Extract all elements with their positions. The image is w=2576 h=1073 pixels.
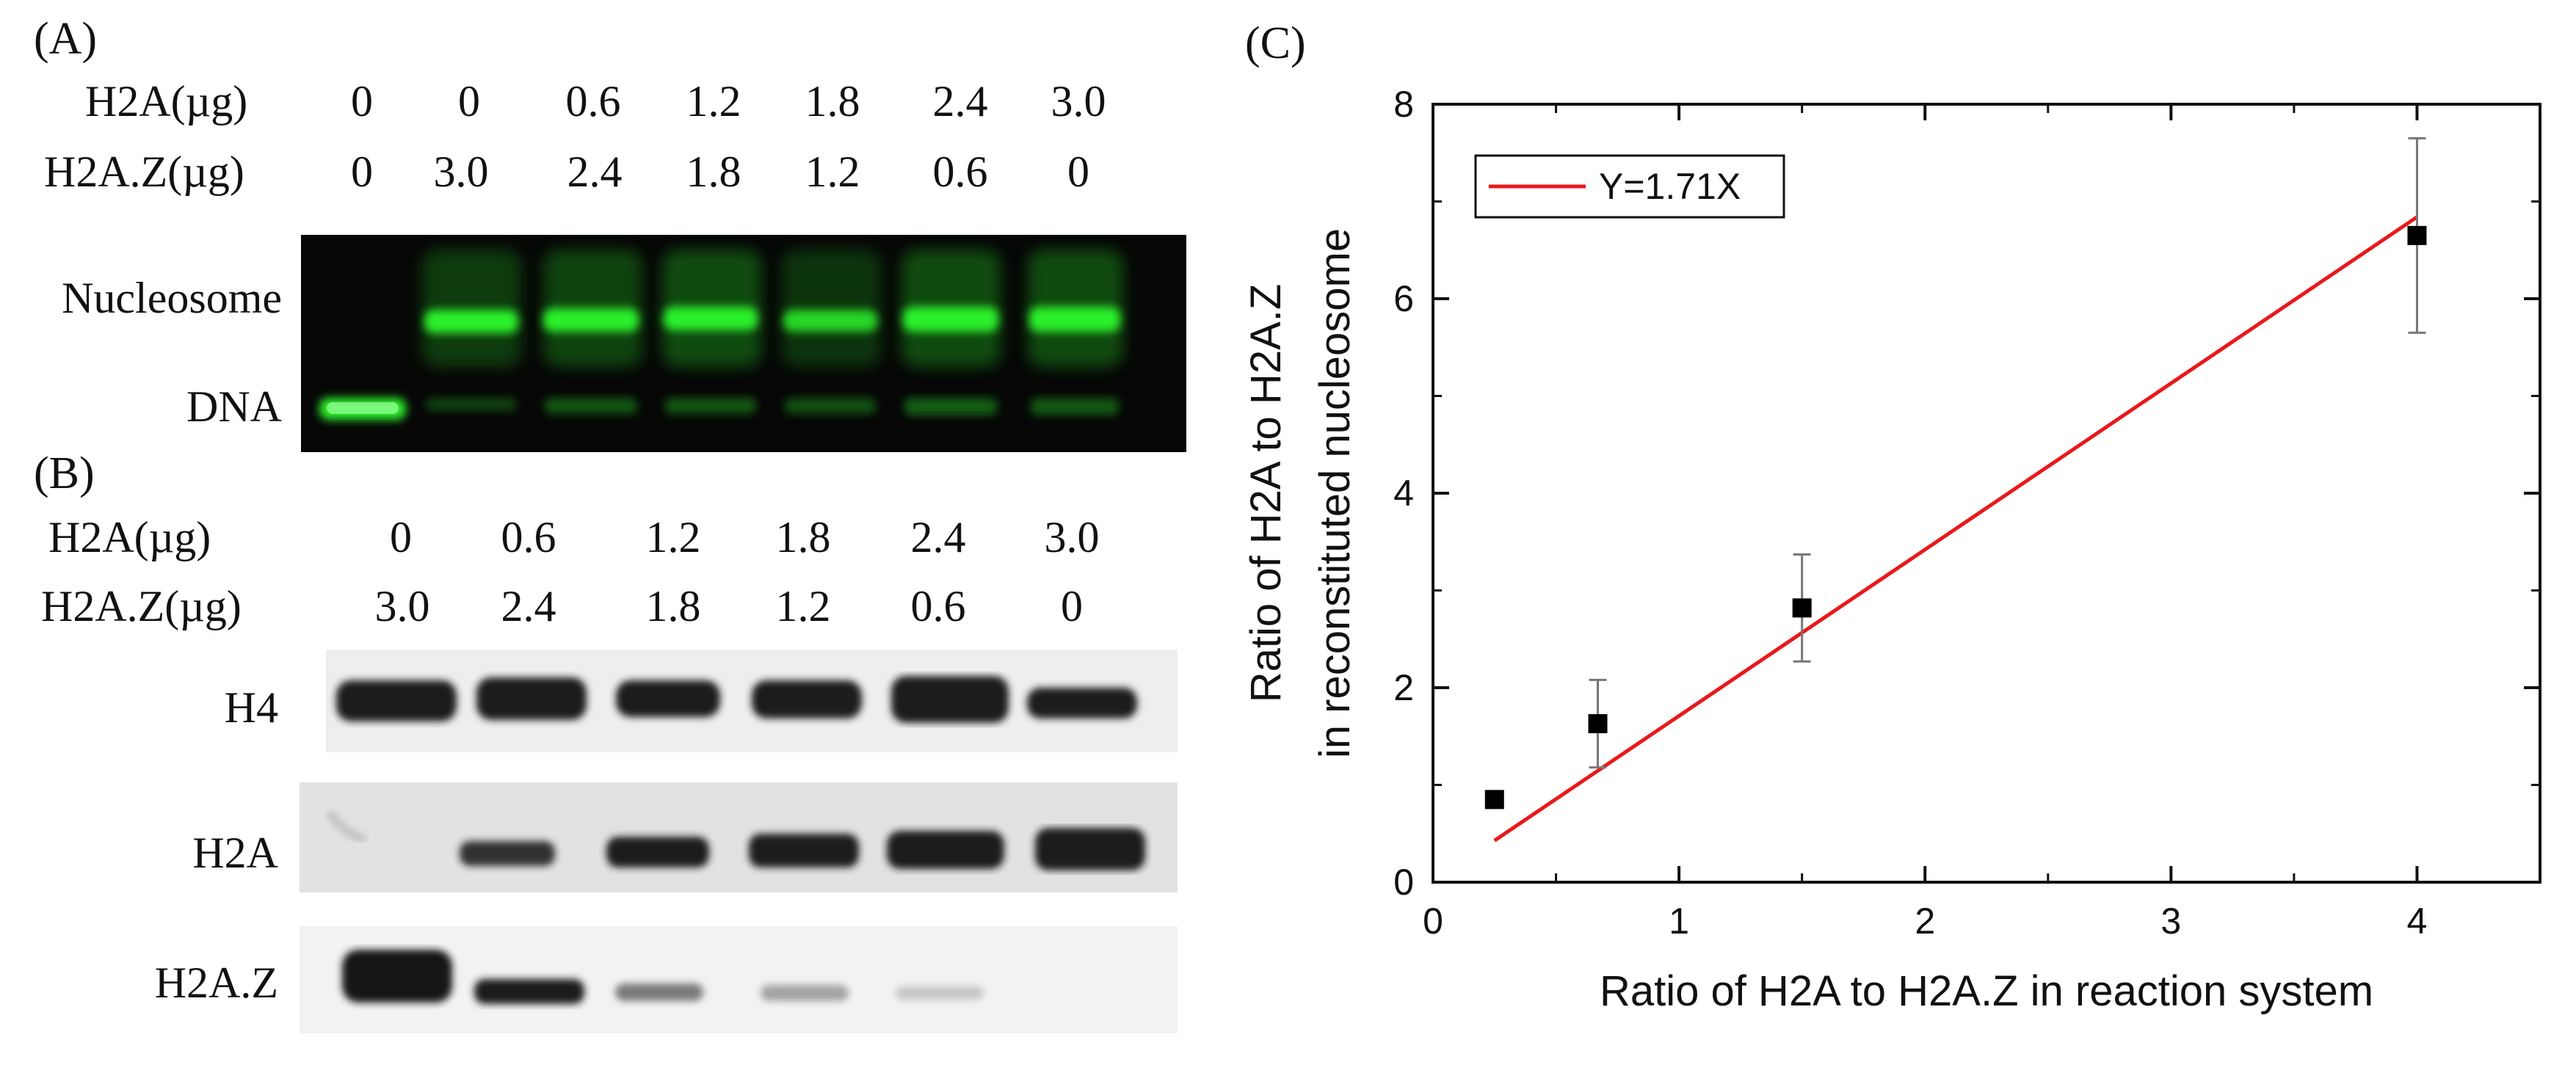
- h4-blot-label: H4: [224, 683, 278, 732]
- blot-band: [616, 680, 720, 717]
- blot-band: [1027, 688, 1137, 719]
- gel-lane-4: [662, 250, 761, 414]
- fit-line: [1493, 215, 2418, 843]
- dna-band-label: DNA: [186, 382, 282, 431]
- x-axis-label: Ratio of H2A to H2A.Z in reaction system: [1600, 967, 2373, 1015]
- gel-lane-7: [1028, 250, 1123, 415]
- lane-value: 1.2: [805, 148, 860, 196]
- lane-value: 1.8: [775, 513, 831, 561]
- chart-labels: 0 1 2 3 4 0 2 4 6 8 Ratio of H2A to H2A.Z in react…: [1242, 84, 2427, 1015]
- lane-value: 0.6: [501, 513, 556, 561]
- blot-band: [1035, 828, 1145, 870]
- lane-value: 3.0: [1051, 77, 1106, 126]
- h2a-blot-label: H2A: [192, 829, 278, 877]
- blot-band: [761, 985, 849, 1001]
- panel-b-h2az-row-label: H2A.Z(µg): [41, 582, 242, 630]
- lane-value: 3.0: [1044, 513, 1100, 561]
- lane-value: 2.4: [910, 513, 966, 561]
- y-tick-label: 4: [1393, 473, 1414, 514]
- panel-a-h2az-row-label: H2A.Z(µg): [44, 148, 244, 196]
- lane-value: 1.8: [645, 582, 701, 630]
- lane-value: 2.4: [932, 77, 988, 126]
- h2az-blot-image: [300, 926, 1178, 1033]
- y-axis-label-line1: Ratio of H2A to H2A.Z: [1242, 284, 1290, 703]
- lane-value: 0: [351, 148, 373, 196]
- lane-value: 0.6: [932, 148, 988, 196]
- lane-value: 0: [351, 77, 373, 126]
- lane-value: 0.6: [910, 582, 966, 630]
- blot-band: [752, 680, 862, 719]
- data-point: [1792, 598, 1812, 618]
- plot-frame: [1432, 103, 2541, 884]
- blot-band: [896, 986, 984, 1000]
- lane-value: 1.8: [686, 148, 741, 196]
- blot-band: [460, 841, 555, 866]
- blot-band: [474, 979, 584, 1004]
- lane-value: 3.0: [433, 148, 489, 196]
- panel-c-letter: (C): [1245, 18, 1306, 68]
- blot-band: [476, 677, 587, 720]
- lane-value: 0.6: [565, 77, 621, 126]
- lane-value: 0: [1067, 148, 1089, 196]
- chart-axes: [1432, 103, 2541, 884]
- y-tick-label: 2: [1393, 667, 1414, 708]
- legend-label: Y=1.71X: [1599, 166, 1741, 207]
- lane-value: 2.4: [501, 582, 556, 630]
- x-tick-label: 1: [1669, 901, 1689, 942]
- gel-bands: [319, 250, 1123, 420]
- h4-blot-image: [326, 650, 1178, 752]
- lane-value: 3.0: [374, 582, 430, 630]
- y-tick-label: 6: [1393, 278, 1414, 319]
- blot-band: [606, 837, 709, 868]
- h2a-blot-image: [300, 782, 1178, 892]
- panel-a-letter: (A): [34, 14, 98, 64]
- y-axis-label-line2: in reconstituted nucleosome: [1311, 228, 1359, 758]
- gel-lane-2: [422, 250, 521, 411]
- lane-value: 0: [458, 77, 480, 126]
- lane-value: 0: [1061, 582, 1083, 630]
- chart-marks: [1484, 137, 2427, 843]
- blot-band: [336, 680, 457, 721]
- blot-band: [342, 950, 452, 1003]
- data-point: [1484, 790, 1504, 810]
- blot-band: [887, 831, 1004, 869]
- x-tick-label: 4: [2407, 901, 2428, 942]
- lane-value: 1.2: [645, 513, 701, 561]
- y-tick-label: 0: [1393, 862, 1414, 903]
- lane-value: 1.8: [805, 77, 860, 126]
- gel-lane-6: [901, 250, 1001, 415]
- data-point: [1588, 714, 1608, 734]
- h2az-blot-label: H2A.Z: [154, 959, 278, 1007]
- lane-value: 1.2: [686, 77, 741, 126]
- blot-band: [891, 676, 1009, 723]
- panel-b-letter: (B): [34, 448, 95, 498]
- native-gel-image: [301, 235, 1186, 452]
- x-tick-label: 3: [2160, 901, 2181, 942]
- lane-value: 2.4: [567, 148, 623, 196]
- lane-value: 1.2: [775, 582, 831, 630]
- x-tick-label: 2: [1915, 901, 1935, 942]
- blot-band: [615, 983, 703, 1001]
- gel-lane-1: [319, 398, 406, 420]
- panel-b-h2a-row-label: H2A(µg): [48, 513, 211, 561]
- gel-lane-3: [543, 250, 642, 414]
- lane-value: 0: [390, 513, 412, 561]
- chart-legend: Y=1.71X: [1474, 154, 1785, 219]
- data-point: [2407, 225, 2427, 245]
- blot-band: [749, 834, 859, 868]
- panel-a-h2a-row-label: H2A(µg): [85, 77, 248, 126]
- x-tick-label: 0: [1423, 901, 1443, 942]
- gel-lane-5: [782, 250, 881, 414]
- y-tick-label: 8: [1393, 84, 1414, 125]
- nucleosome-band-label: Nucleosome: [62, 274, 282, 322]
